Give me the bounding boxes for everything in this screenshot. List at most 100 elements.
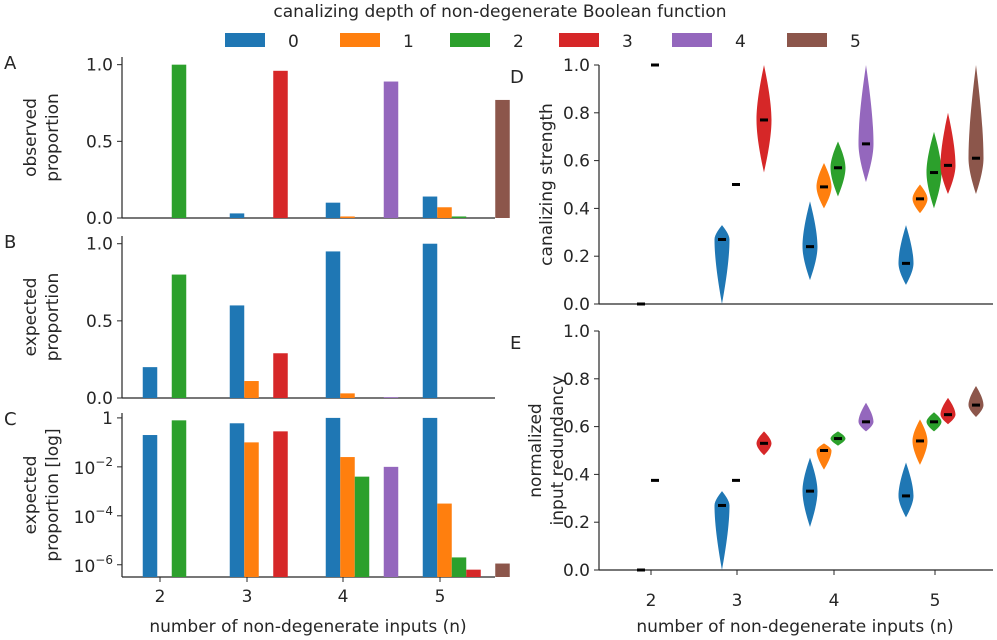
panel-D-violin-n4-d0 <box>802 201 818 281</box>
legend-label-2: 2 <box>513 32 524 52</box>
legend-label-3: 3 <box>622 32 633 52</box>
legend-swatch-0 <box>225 33 265 47</box>
panel-C-bar-n5-d3 <box>466 569 481 577</box>
panel-A-bar-n4-d1 <box>340 216 355 218</box>
panel-C-bar-n2-d0 <box>142 435 158 577</box>
legend-title: canalizing depth of non-degenerate Boole… <box>273 2 726 22</box>
panel-C-xtick-label-4: 4 <box>338 587 349 607</box>
panel-C-ylabel-1: proportion [log] <box>43 428 63 561</box>
panel-C-bar-n5-d2 <box>451 557 467 577</box>
panel-D-ytick-label: 0.0 <box>563 295 590 315</box>
panel-C-bar-n5-d1 <box>437 503 452 577</box>
panel-E-violin-n3-d0 <box>714 491 730 570</box>
panel-B-ytick-label: 0.5 <box>86 312 113 332</box>
panel-A-bar-n3-d3 <box>273 70 288 218</box>
panel-A-bar-n4-d0 <box>325 202 341 218</box>
legend-swatch-4 <box>672 33 712 47</box>
panel-B-ylabel-1: proportion <box>43 273 63 362</box>
panel-C-bar-n4-d0 <box>325 417 341 577</box>
panel-C-bar-n4-d4 <box>383 466 399 577</box>
panel-E-violin-n4-d4 <box>858 402 874 432</box>
panel-A-ylabel-0: observed <box>21 98 41 177</box>
panel-C-xtick-label-2: 2 <box>155 587 166 607</box>
panel-D-ytick-label: 0.8 <box>563 104 590 124</box>
panel-D-violin-n4-d4 <box>858 65 874 183</box>
panel-B-bar-n5-d0 <box>422 243 438 398</box>
panel-C-bar-n5-d0 <box>422 417 438 577</box>
panel-E-violin-n5-d5 <box>968 385 984 418</box>
panel-E-ytick-label: 0.4 <box>563 465 590 485</box>
panel-E-xtick-label-4: 4 <box>829 591 840 611</box>
panel-B-bar-n3-d1 <box>244 381 259 398</box>
legend-swatch-2 <box>450 33 490 47</box>
panel-E-violin-n4-d1 <box>816 443 832 470</box>
panel-E-violin-n5-d0 <box>898 462 914 518</box>
panel-C-bar-n3-d0 <box>229 423 245 577</box>
panel-C-ytick-label: 10−4 <box>74 504 113 528</box>
panel-D-violin-n5-d5 <box>968 65 984 195</box>
panel-B-bar-n4-d1 <box>340 393 355 398</box>
panel-A-ylabel-1: proportion <box>43 93 63 182</box>
panel-B-bar-n3-d0 <box>229 305 245 398</box>
panel-E-ytick-label: 1.0 <box>563 322 590 342</box>
panel-letter-E: E <box>510 333 521 354</box>
panel-C-ytick-label: 1 <box>102 409 113 429</box>
panel-C-xtick-label-3: 3 <box>242 587 253 607</box>
panel-A-ytick-label: 1.0 <box>86 56 113 76</box>
panel-B-bar-n3-d3 <box>273 353 288 398</box>
panel-letter-A: A <box>4 53 17 74</box>
panel-B-ytick-label: 0.0 <box>86 389 113 409</box>
panel-A-bar-n3-d0 <box>229 213 245 218</box>
panel-D-ytick-label: 0.4 <box>563 199 590 219</box>
panel-E-ytick-label: 0.6 <box>563 418 590 438</box>
legend-label-0: 0 <box>288 32 299 52</box>
panel-E-ytick-label: 0.2 <box>563 513 590 533</box>
panel-A-bar-n5-d1 <box>437 207 452 218</box>
panel-A-bar-n5-d2 <box>451 216 467 218</box>
panel-C-ylabel-0: expected <box>21 456 41 535</box>
panel-D-violin-n5-d0 <box>898 225 914 285</box>
panel-B-bar-n2-d0 <box>142 367 158 398</box>
panel-D-violin-n5-d2 <box>926 131 942 209</box>
panel-C-xtick-label-5: 5 <box>435 587 446 607</box>
panel-D-ytick-label: 1.0 <box>563 56 590 76</box>
legend-swatch-3 <box>559 33 599 47</box>
panel-C-bar-n3-d1 <box>244 442 259 577</box>
panel-A-bar-n4-d4 <box>383 81 399 219</box>
panel-E-ylabel-1: input redundancy <box>548 376 568 526</box>
panel-D-ylabel-0: canalizing strength <box>537 103 557 266</box>
panel-D-violin-n3-d0 <box>714 225 730 304</box>
panel-B-ytick-label: 1.0 <box>86 235 113 255</box>
panel-C-bar-n2-d2 <box>171 420 187 577</box>
panel-A-ytick-label: 0.5 <box>86 132 113 152</box>
panel-A-bar-n2-d2 <box>171 64 187 219</box>
panel-C-bar-n3-d3 <box>273 431 288 577</box>
panel-D-ytick-label: 0.6 <box>563 152 590 172</box>
panel-A-bar-n5-d0 <box>422 196 438 218</box>
panel-B-bar-n4-d4 <box>383 397 399 398</box>
legend-label-1: 1 <box>403 32 414 52</box>
panel-E-xtick-label-2: 2 <box>646 591 657 611</box>
panel-B-ylabel-0: expected <box>21 278 41 357</box>
panel-A-bar-n5-d5 <box>495 99 510 218</box>
panel-C-ytick-label: 10−6 <box>74 553 113 577</box>
panel-B-bar-n4-d0 <box>325 251 341 398</box>
panel-B-bar-n2-d2 <box>171 274 187 398</box>
panel-letter-C: C <box>4 409 17 430</box>
panel-D-ytick-label: 0.2 <box>563 247 590 267</box>
panel-D-violin-n5-d3 <box>940 112 956 195</box>
legend-label-5: 5 <box>850 32 861 52</box>
panel-letter-D: D <box>510 67 524 88</box>
panel-E-ytick-label: 0.8 <box>563 370 590 390</box>
panel-E-violin-n5-d3 <box>940 397 956 425</box>
panel-letter-B: B <box>4 232 16 253</box>
legend-swatch-1 <box>340 33 380 47</box>
right-xlabel: number of non-degenerate inputs (n) <box>636 617 953 637</box>
panel-C-bar-n4-d2 <box>354 476 370 577</box>
legend-swatch-5 <box>787 33 827 47</box>
panel-E-ytick-label: 0.0 <box>563 561 590 581</box>
panel-E-xtick-label-3: 3 <box>732 591 743 611</box>
left-xlabel: number of non-degenerate inputs (n) <box>149 617 466 637</box>
